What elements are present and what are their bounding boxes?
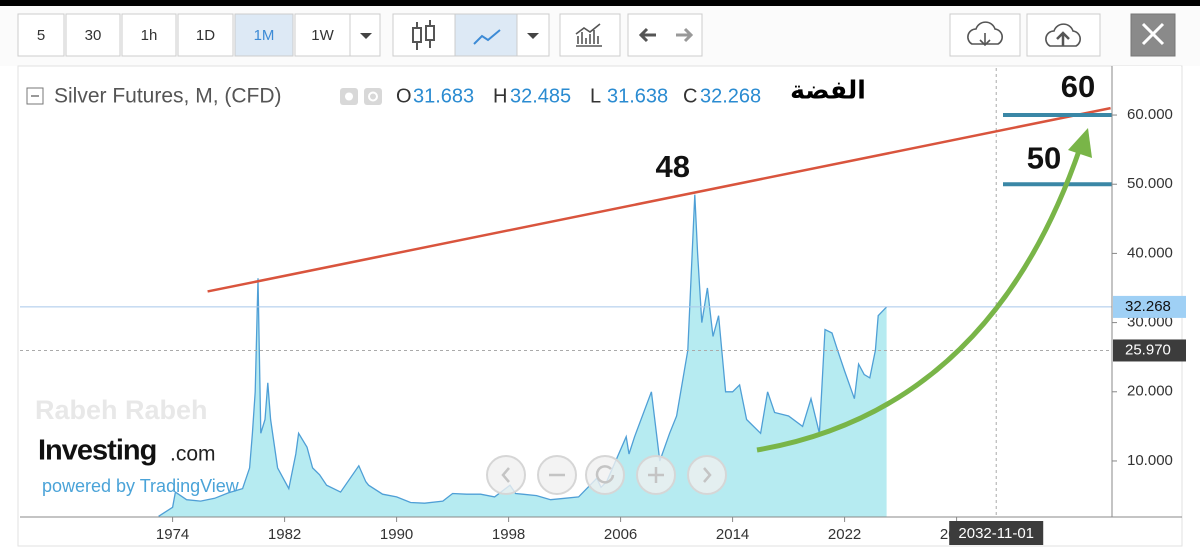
interval-buttons: 5 30 1h 1D 1M 1W bbox=[17, 13, 351, 57]
interval-label: 1D bbox=[196, 27, 215, 44]
ohlc-label: H bbox=[493, 85, 507, 107]
crosshair-x-box bbox=[949, 521, 1044, 545]
nav-glyphs bbox=[501, 465, 712, 484]
powered-by: powered by TradingView bbox=[42, 476, 240, 496]
plot-area: Rabeh Rabeh Investing .com powered by Tradi… bbox=[20, 68, 1113, 517]
ohlc-label: O bbox=[396, 85, 412, 107]
candles-button[interactable] bbox=[392, 13, 456, 57]
brand-logo: Investing bbox=[38, 435, 156, 467]
interval-label: 1h bbox=[141, 27, 158, 44]
y-tick-label: 10.000 bbox=[1127, 452, 1173, 469]
nav-buttons bbox=[486, 455, 727, 495]
interval-button[interactable] bbox=[294, 13, 351, 57]
ohlc-value: 32.268 bbox=[700, 85, 761, 107]
last-price-label: 32.268 bbox=[1125, 298, 1171, 315]
nav-reset[interactable] bbox=[585, 455, 625, 495]
price-area bbox=[158, 194, 887, 517]
arabic-label: الفضة bbox=[790, 77, 866, 105]
x-tick-label: 1998 bbox=[492, 526, 525, 543]
line-button[interactable] bbox=[454, 13, 518, 57]
interval-label: 5 bbox=[37, 27, 45, 44]
gear-dot bbox=[368, 91, 378, 102]
ohlc-label: L bbox=[590, 85, 601, 107]
interval-button[interactable] bbox=[65, 13, 121, 57]
ohlc-value: 32.485 bbox=[510, 85, 571, 107]
x-tick-label: 2022 bbox=[828, 526, 861, 543]
interval-label: 30 bbox=[85, 27, 102, 44]
ohlc: O 31.683 H 32.485 L 31.638 C 32.268 bbox=[396, 85, 761, 107]
crosshair-y-box bbox=[1113, 339, 1186, 362]
y-tick-label: 50.000 bbox=[1127, 175, 1173, 192]
trend-line bbox=[207, 106, 1111, 293]
peak-label: 48 bbox=[656, 149, 690, 184]
nav-right[interactable] bbox=[687, 455, 727, 495]
ohlc-value: 31.683 bbox=[413, 85, 474, 107]
brand-suffix: .com bbox=[170, 443, 216, 466]
nav-left[interactable] bbox=[486, 455, 526, 495]
y-tick-label: 40.000 bbox=[1127, 244, 1173, 261]
y-tick-label: 20.000 bbox=[1127, 383, 1173, 400]
ohlc-value: 31.638 bbox=[607, 85, 668, 107]
green-arrow bbox=[756, 147, 1083, 453]
interval-button[interactable] bbox=[17, 13, 65, 57]
x-tick-label: 1990 bbox=[380, 526, 413, 543]
interval-button[interactable] bbox=[234, 13, 294, 57]
crosshair-x-label: 2032-11-01 bbox=[958, 525, 1034, 542]
x-tick-label: 1982 bbox=[268, 526, 301, 543]
interval-label: 1M bbox=[254, 27, 275, 44]
settings-icon[interactable] bbox=[364, 88, 382, 105]
level-label: 50 bbox=[1027, 140, 1061, 175]
watermark-author: Rabeh Rabeh bbox=[35, 395, 208, 425]
price-line bbox=[158, 194, 888, 517]
level-label: 60 bbox=[1061, 69, 1095, 104]
crosshair-y-label: 25.970 bbox=[1125, 341, 1171, 358]
x-tick-label: 1974 bbox=[156, 526, 189, 543]
collapse-icon[interactable] bbox=[26, 87, 44, 105]
y-tick-label: 60.000 bbox=[1127, 106, 1173, 123]
interval-label: 1W bbox=[311, 27, 334, 44]
chart-title: Silver Futures, M, (CFD) bbox=[54, 85, 282, 108]
toolbar-glyphs bbox=[360, 20, 1165, 50]
eye-dot bbox=[345, 92, 353, 101]
interval-button[interactable] bbox=[121, 13, 177, 57]
y-axis-bg bbox=[1112, 66, 1181, 517]
x-tick-label: 2014 bbox=[716, 526, 749, 543]
ohlc-label: C bbox=[683, 85, 697, 107]
interval-button[interactable] bbox=[177, 13, 234, 57]
green-arrow-head bbox=[1068, 128, 1092, 158]
x-tick-label: 2006 bbox=[604, 526, 637, 543]
last-price-box bbox=[1113, 295, 1186, 318]
top-strip bbox=[0, 0, 1200, 6]
